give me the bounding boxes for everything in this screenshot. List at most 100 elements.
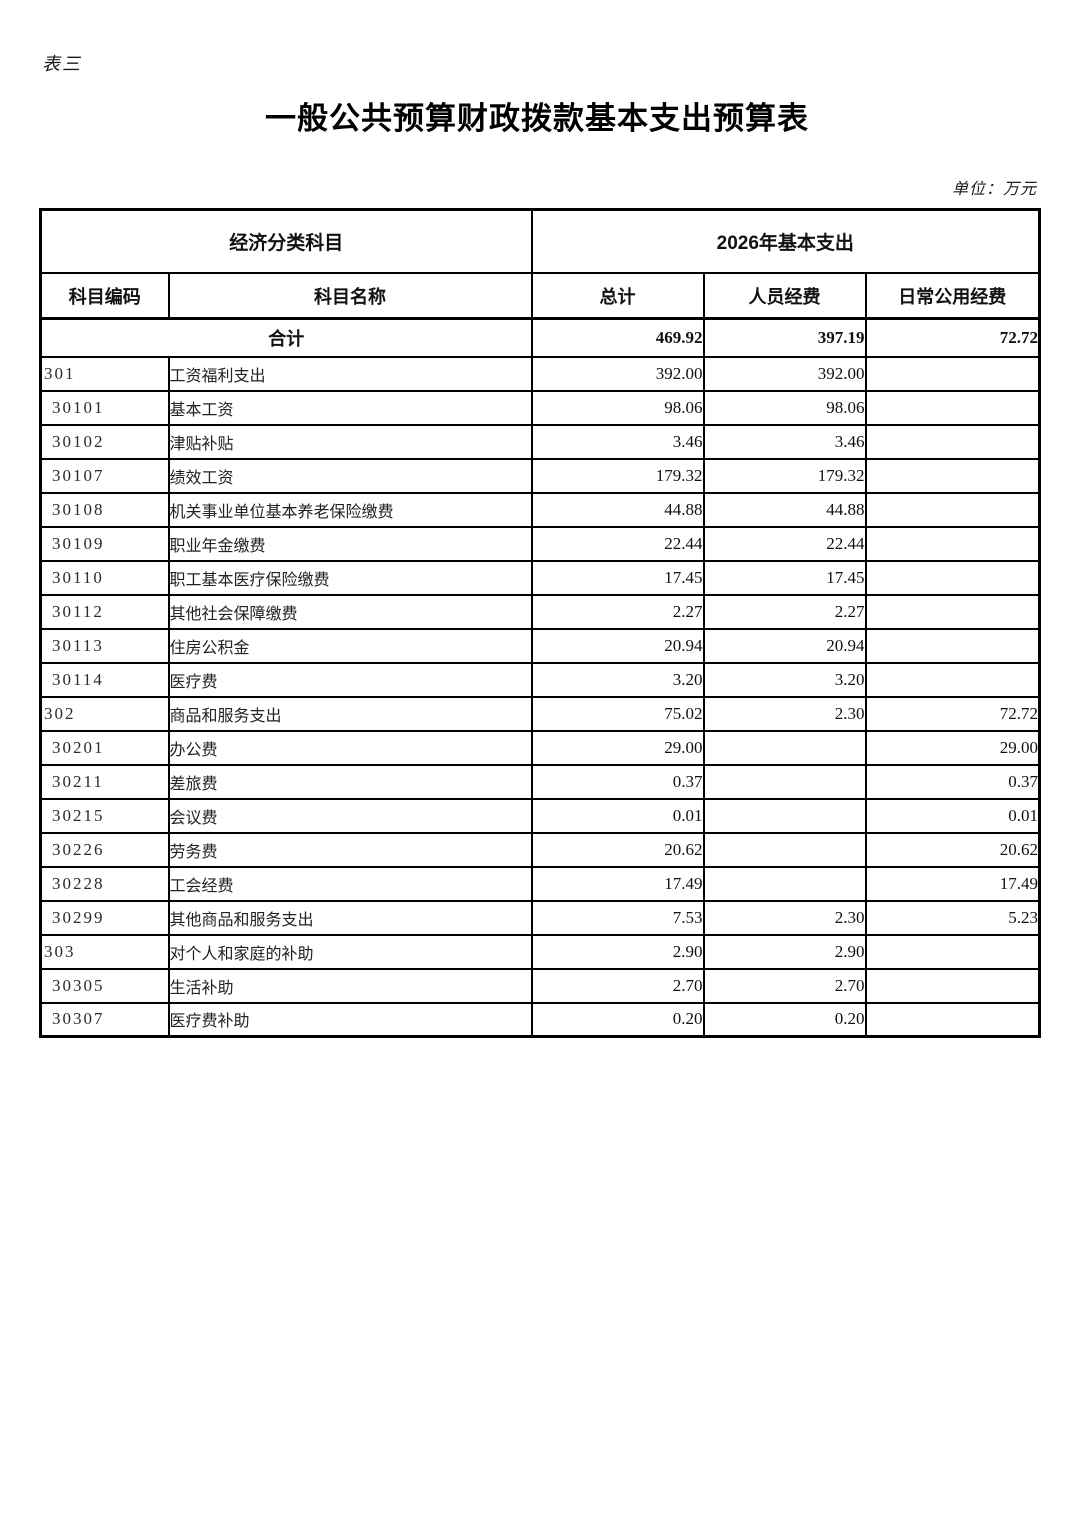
subject-code-cell: 30299 xyxy=(39,899,170,936)
col-header-subject-code: 科目编码 xyxy=(39,272,170,320)
table-row: 30101 基本工资 98.06 98.06 xyxy=(39,389,1041,426)
subject-name-cell: 职业年金缴费 xyxy=(167,525,533,562)
table-row: 30305 生活补助 2.70 2.70 xyxy=(39,967,1041,1004)
total-value-cell: 29.00 xyxy=(530,729,705,766)
total-row-daily-value: 72.72 xyxy=(864,317,1041,358)
subject-code-cell: 30307 xyxy=(39,1001,170,1038)
subject-code-cell: 30107 xyxy=(39,457,170,494)
total-value-cell: 17.49 xyxy=(530,865,705,902)
subject-name-cell: 绩效工资 xyxy=(167,457,533,494)
total-value-cell: 17.45 xyxy=(530,559,705,596)
personnel-value-cell: 3.20 xyxy=(702,661,867,698)
total-row-label: 合计 xyxy=(39,317,533,358)
table-row: 30110 职工基本医疗保险缴费 17.45 17.45 xyxy=(39,559,1041,596)
subject-name-cell: 其他社会保障缴费 xyxy=(167,593,533,630)
subject-name-cell: 生活补助 xyxy=(167,967,533,1004)
table-row: 302 商品和服务支出 75.02 2.30 72.72 xyxy=(39,695,1041,732)
total-value-cell: 20.94 xyxy=(530,627,705,664)
col-header-personnel-funds: 人员经费 xyxy=(702,272,867,320)
subject-code-cell: 30201 xyxy=(39,729,170,766)
daily-value-cell: 0.01 xyxy=(864,797,1041,834)
table-body: 合计 469.92 397.19 72.72 301 工资福利支出 392.00… xyxy=(39,317,1041,1038)
subject-name-cell: 津贴补贴 xyxy=(167,423,533,460)
daily-value-cell: 17.49 xyxy=(864,865,1041,902)
table-row: 301 工资福利支出 392.00 392.00 xyxy=(39,355,1041,392)
daily-value-cell xyxy=(864,593,1041,630)
table-row: 30201 办公费 29.00 29.00 xyxy=(39,729,1041,766)
table-row: 30307 医疗费补助 0.20 0.20 xyxy=(39,1001,1041,1038)
total-value-cell: 0.37 xyxy=(530,763,705,800)
personnel-value-cell: 22.44 xyxy=(702,525,867,562)
subject-code-cell: 30108 xyxy=(39,491,170,528)
daily-value-cell: 72.72 xyxy=(864,695,1041,732)
subject-code-cell: 30102 xyxy=(39,423,170,460)
table-row: 30112 其他社会保障缴费 2.27 2.27 xyxy=(39,593,1041,630)
col-header-total: 总计 xyxy=(530,272,705,320)
daily-value-cell xyxy=(864,559,1041,596)
header-group-row: 经济分类科目 2026年基本支出 xyxy=(39,208,1041,274)
table-row: 30211 差旅费 0.37 0.37 xyxy=(39,763,1041,800)
daily-value-cell: 0.37 xyxy=(864,763,1041,800)
personnel-value-cell: 2.70 xyxy=(702,967,867,1004)
personnel-value-cell: 44.88 xyxy=(702,491,867,528)
subject-code-cell: 30113 xyxy=(39,627,170,664)
subject-code-cell: 30109 xyxy=(39,525,170,562)
document-title: 一般公共预算财政拨款基本支出预算表 xyxy=(265,101,809,136)
personnel-value-cell xyxy=(702,831,867,868)
total-value-cell: 44.88 xyxy=(530,491,705,528)
daily-value-cell xyxy=(864,355,1041,392)
subject-name-cell: 劳务费 xyxy=(167,831,533,868)
daily-value-cell xyxy=(864,967,1041,1004)
daily-value-cell: 5.23 xyxy=(864,899,1041,936)
total-value-cell: 0.20 xyxy=(530,1001,705,1038)
total-row-total-value: 469.92 xyxy=(530,317,705,358)
daily-value-cell xyxy=(864,457,1041,494)
table-row: 30102 津贴补贴 3.46 3.46 xyxy=(39,423,1041,460)
daily-value-cell xyxy=(864,933,1041,970)
subject-code-cell: 302 xyxy=(39,695,170,732)
personnel-value-cell: 2.30 xyxy=(702,695,867,732)
table-header: 经济分类科目 2026年基本支出 科目编码 科目名称 总计 人员经费 日常公用经… xyxy=(39,208,1041,320)
subject-code-cell: 30114 xyxy=(39,661,170,698)
budget-table: 经济分类科目 2026年基本支出 科目编码 科目名称 总计 人员经费 日常公用经… xyxy=(39,208,1042,1038)
personnel-value-cell: 2.30 xyxy=(702,899,867,936)
table-number-label: 表三 xyxy=(42,54,82,74)
subject-name-cell: 会议费 xyxy=(167,797,533,834)
personnel-value-cell: 392.00 xyxy=(702,355,867,392)
personnel-value-cell: 2.90 xyxy=(702,933,867,970)
daily-value-cell xyxy=(864,491,1041,528)
personnel-value-cell xyxy=(702,865,867,902)
daily-value-cell xyxy=(864,661,1041,698)
total-value-cell: 98.06 xyxy=(530,389,705,426)
personnel-value-cell: 17.45 xyxy=(702,559,867,596)
subject-code-cell: 30101 xyxy=(39,389,170,426)
total-value-cell: 22.44 xyxy=(530,525,705,562)
total-value-cell: 7.53 xyxy=(530,899,705,936)
personnel-value-cell: 179.32 xyxy=(702,457,867,494)
total-value-cell: 2.70 xyxy=(530,967,705,1004)
daily-value-cell xyxy=(864,627,1041,664)
header-column-row: 科目编码 科目名称 总计 人员经费 日常公用经费 xyxy=(39,272,1041,320)
daily-value-cell: 20.62 xyxy=(864,831,1041,868)
subject-code-cell: 30228 xyxy=(39,865,170,902)
subject-name-cell: 对个人和家庭的补助 xyxy=(167,933,533,970)
total-row: 合计 469.92 397.19 72.72 xyxy=(39,317,1041,358)
subject-name-cell: 商品和服务支出 xyxy=(167,695,533,732)
table-row: 30109 职业年金缴费 22.44 22.44 xyxy=(39,525,1041,562)
table-row: 30299 其他商品和服务支出 7.53 2.30 5.23 xyxy=(39,899,1041,936)
daily-value-cell: 29.00 xyxy=(864,729,1041,766)
total-value-cell: 3.20 xyxy=(530,661,705,698)
subject-name-cell: 差旅费 xyxy=(167,763,533,800)
subject-name-cell: 其他商品和服务支出 xyxy=(167,899,533,936)
subject-code-cell: 30215 xyxy=(39,797,170,834)
unit-label: 单位：万元 xyxy=(951,181,1037,198)
subject-name-cell: 医疗费补助 xyxy=(167,1001,533,1038)
subject-code-cell: 30226 xyxy=(39,831,170,868)
table-row: 30226 劳务费 20.62 20.62 xyxy=(39,831,1041,868)
daily-value-cell xyxy=(864,389,1041,426)
total-value-cell: 2.27 xyxy=(530,593,705,630)
table-row: 30228 工会经费 17.49 17.49 xyxy=(39,865,1041,902)
personnel-value-cell xyxy=(702,763,867,800)
personnel-value-cell xyxy=(702,729,867,766)
